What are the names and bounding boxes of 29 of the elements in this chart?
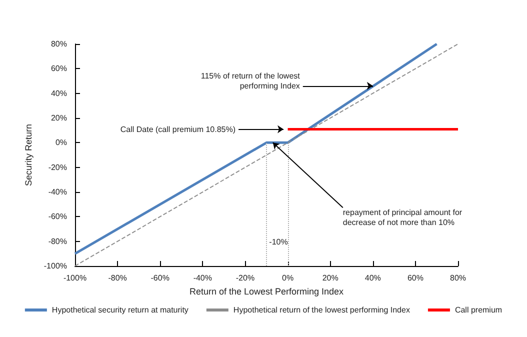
ref-line-label: -10% — [269, 238, 288, 246]
x-tick-label: -100% — [63, 274, 87, 282]
legend-label: Hypothetical security return at maturity — [52, 306, 188, 314]
x-tick-label: 0% — [282, 274, 294, 282]
annotation: 115% of return of the lowest performing Index — [200, 71, 301, 90]
y-tick-label: 0% — [55, 138, 67, 148]
y-tick-label: -20% — [48, 162, 67, 172]
y-tick-label: 80% — [50, 40, 67, 48]
y-tick-label: -80% — [48, 236, 67, 246]
x-tick-label: 60% — [407, 274, 424, 282]
x-tick-label: -60% — [150, 274, 170, 282]
y-tick-label: 20% — [50, 114, 67, 122]
y-tick-label: -40% — [48, 188, 67, 196]
y-tick-label: -100% — [44, 262, 67, 270]
annotation: Call Date (call premium 10.85%) — [120, 124, 236, 134]
y-tick-label: 60% — [50, 64, 67, 74]
y-axis-title: Security Return — [23, 124, 34, 186]
x-tick-label: 80% — [450, 274, 466, 282]
legend-label: Call premium — [454, 306, 502, 314]
annotation: repayment of principal amount for decrease of not more than 10% — [342, 208, 462, 228]
legend-label: Hypothetical return of the lowest performing Index — [233, 306, 410, 314]
x-tick-label: -80% — [108, 274, 127, 282]
x-axis-title: Return of the Lowest Performing Index — [189, 286, 344, 296]
y-tick-label: 40% — [50, 88, 67, 98]
y-tick-label: -60% — [48, 212, 67, 222]
x-tick-label: -40% — [193, 274, 212, 282]
x-tick-label: 20% — [322, 274, 338, 282]
x-tick-label: -20% — [236, 274, 255, 282]
x-tick-label: 40% — [364, 274, 381, 282]
